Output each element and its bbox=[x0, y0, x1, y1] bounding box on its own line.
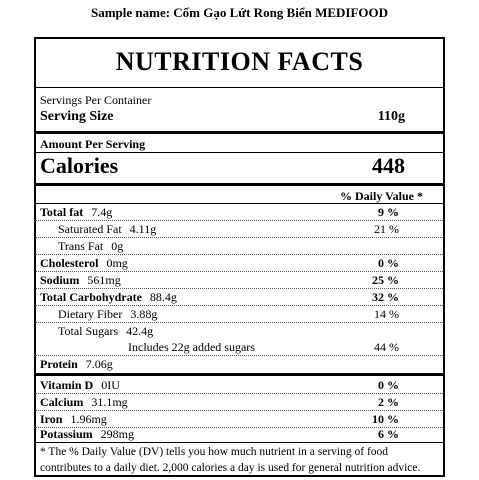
sample-name: Sample name: Cốm Gạo Lứt Rong Biển MEDIF… bbox=[90, 5, 389, 20]
nutrient-row-total-fat: Total fat 7.4g 9 % bbox=[40, 205, 399, 219]
dotted-divider bbox=[36, 410, 443, 411]
dotted-divider bbox=[36, 288, 443, 289]
nutrient-row-added-sugars: Includes 22g added sugars 44 % bbox=[128, 340, 399, 354]
dotted-divider bbox=[36, 393, 443, 394]
nutrient-row-trans-fat: Trans Fat 0g bbox=[58, 239, 124, 253]
servings-per-container: Servings Per Container bbox=[40, 93, 152, 107]
calories-label: Calories bbox=[40, 153, 119, 178]
dotted-divider bbox=[36, 254, 443, 255]
amount-per-serving: Amount Per Serving bbox=[40, 137, 146, 151]
divider bbox=[36, 203, 443, 204]
dotted-divider bbox=[36, 271, 443, 272]
footnote: * The % Daily Value (DV) tells you how m… bbox=[40, 446, 421, 474]
nutrient-row-protein: Protein 7.06g bbox=[40, 357, 113, 371]
nutrient-row-sodium: Sodium 561mg 25 % bbox=[40, 273, 399, 287]
serving-size-label: Serving Size bbox=[40, 109, 114, 124]
thick-divider bbox=[36, 131, 443, 134]
vitamin-row-potassium: Potassium 298mg 6 % bbox=[40, 427, 399, 441]
serving-size-row: Serving Size 110g bbox=[40, 109, 439, 125]
calories-value: 448 bbox=[372, 153, 405, 178]
vitamin-row-calcium: Calcium 31.1mg 2 % bbox=[40, 395, 399, 409]
dotted-divider bbox=[36, 237, 443, 238]
nutrition-facts-panel: NUTRITION FACTS Servings Per Container S… bbox=[34, 37, 445, 477]
dotted-divider bbox=[36, 220, 443, 221]
divider bbox=[36, 442, 443, 443]
divider bbox=[36, 152, 443, 153]
calories-row: Calories 448 bbox=[40, 153, 439, 179]
nutrient-row-total-sugars: Total Sugars 42.4g bbox=[58, 324, 154, 338]
dotted-divider bbox=[36, 305, 443, 306]
dotted-divider bbox=[36, 355, 443, 356]
dotted-divider bbox=[36, 322, 443, 323]
nutrient-row-cholesterol: Cholesterol 0mg 0 % bbox=[40, 256, 399, 270]
thick-divider bbox=[36, 373, 443, 376]
vitamin-row-vitamin-d: Vitamin D 0IU 0 % bbox=[40, 378, 399, 392]
nutrient-row-total-carbohydrate: Total Carbohydrate 88.4g 32 % bbox=[40, 290, 399, 304]
divider bbox=[36, 87, 443, 88]
nutrient-row-dietary-fiber: Dietary Fiber 3.88g 14 % bbox=[58, 307, 399, 321]
serving-size-value: 110g bbox=[377, 109, 405, 124]
panel-title: NUTRITION FACTS bbox=[115, 47, 364, 76]
nutrient-row-saturated-fat: Saturated Fat 4.11g 21 % bbox=[58, 222, 399, 236]
vitamin-row-iron: Iron 1.96mg 10 % bbox=[40, 412, 399, 426]
dotted-divider bbox=[36, 427, 443, 428]
thick-divider bbox=[36, 183, 443, 186]
